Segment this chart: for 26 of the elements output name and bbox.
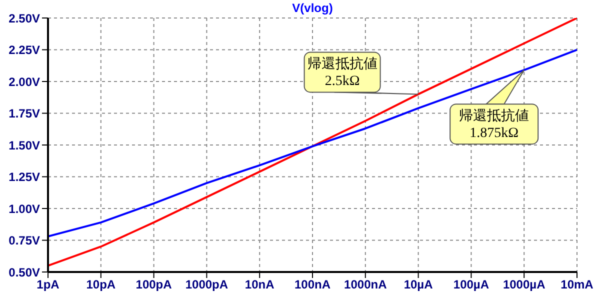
x-tick-label: 1000nA xyxy=(344,278,388,292)
callout: 帰還抵抗値 1.875kΩ xyxy=(450,70,539,145)
y-tick-label: 1.75V xyxy=(8,106,40,121)
y-tick-label: 1.50V xyxy=(8,138,40,152)
annotation: 帰還抵抗値 1.875kΩ xyxy=(459,108,530,142)
x-tick-label: 100nA xyxy=(294,278,331,292)
y-tick-label: 0.50V xyxy=(8,265,40,280)
x-tick-label: 10mA xyxy=(560,278,594,292)
chart-title: V(vlog) xyxy=(291,1,334,15)
x-tick-label: 10µA xyxy=(404,278,434,292)
x-tick-label: 1pA xyxy=(36,278,60,292)
y-tick-label: 1.25V xyxy=(8,170,40,184)
annotation: 帰還抵抗値 2.5kΩ xyxy=(307,56,378,90)
y-tick-label: 1.00V xyxy=(8,202,40,216)
y-tick-label: 2.00V xyxy=(8,74,40,89)
x-tick-label: 10nA xyxy=(244,278,275,292)
x-tick-label: 1000pA xyxy=(185,278,228,292)
y-tick-label: 2.25V xyxy=(8,43,40,58)
y-tick-label: 0.75V xyxy=(8,234,40,248)
x-tick-label: 1000µA xyxy=(502,278,546,292)
x-tick-label: 100µA xyxy=(453,278,490,292)
line-series xyxy=(48,48,577,238)
x-tick-label: 100pA xyxy=(136,278,172,292)
y-tick-label: 2.50V xyxy=(8,11,40,26)
callout: 帰還抵抗値 2.5kΩ xyxy=(304,52,419,95)
x-tick-label: 10pA xyxy=(86,278,116,292)
